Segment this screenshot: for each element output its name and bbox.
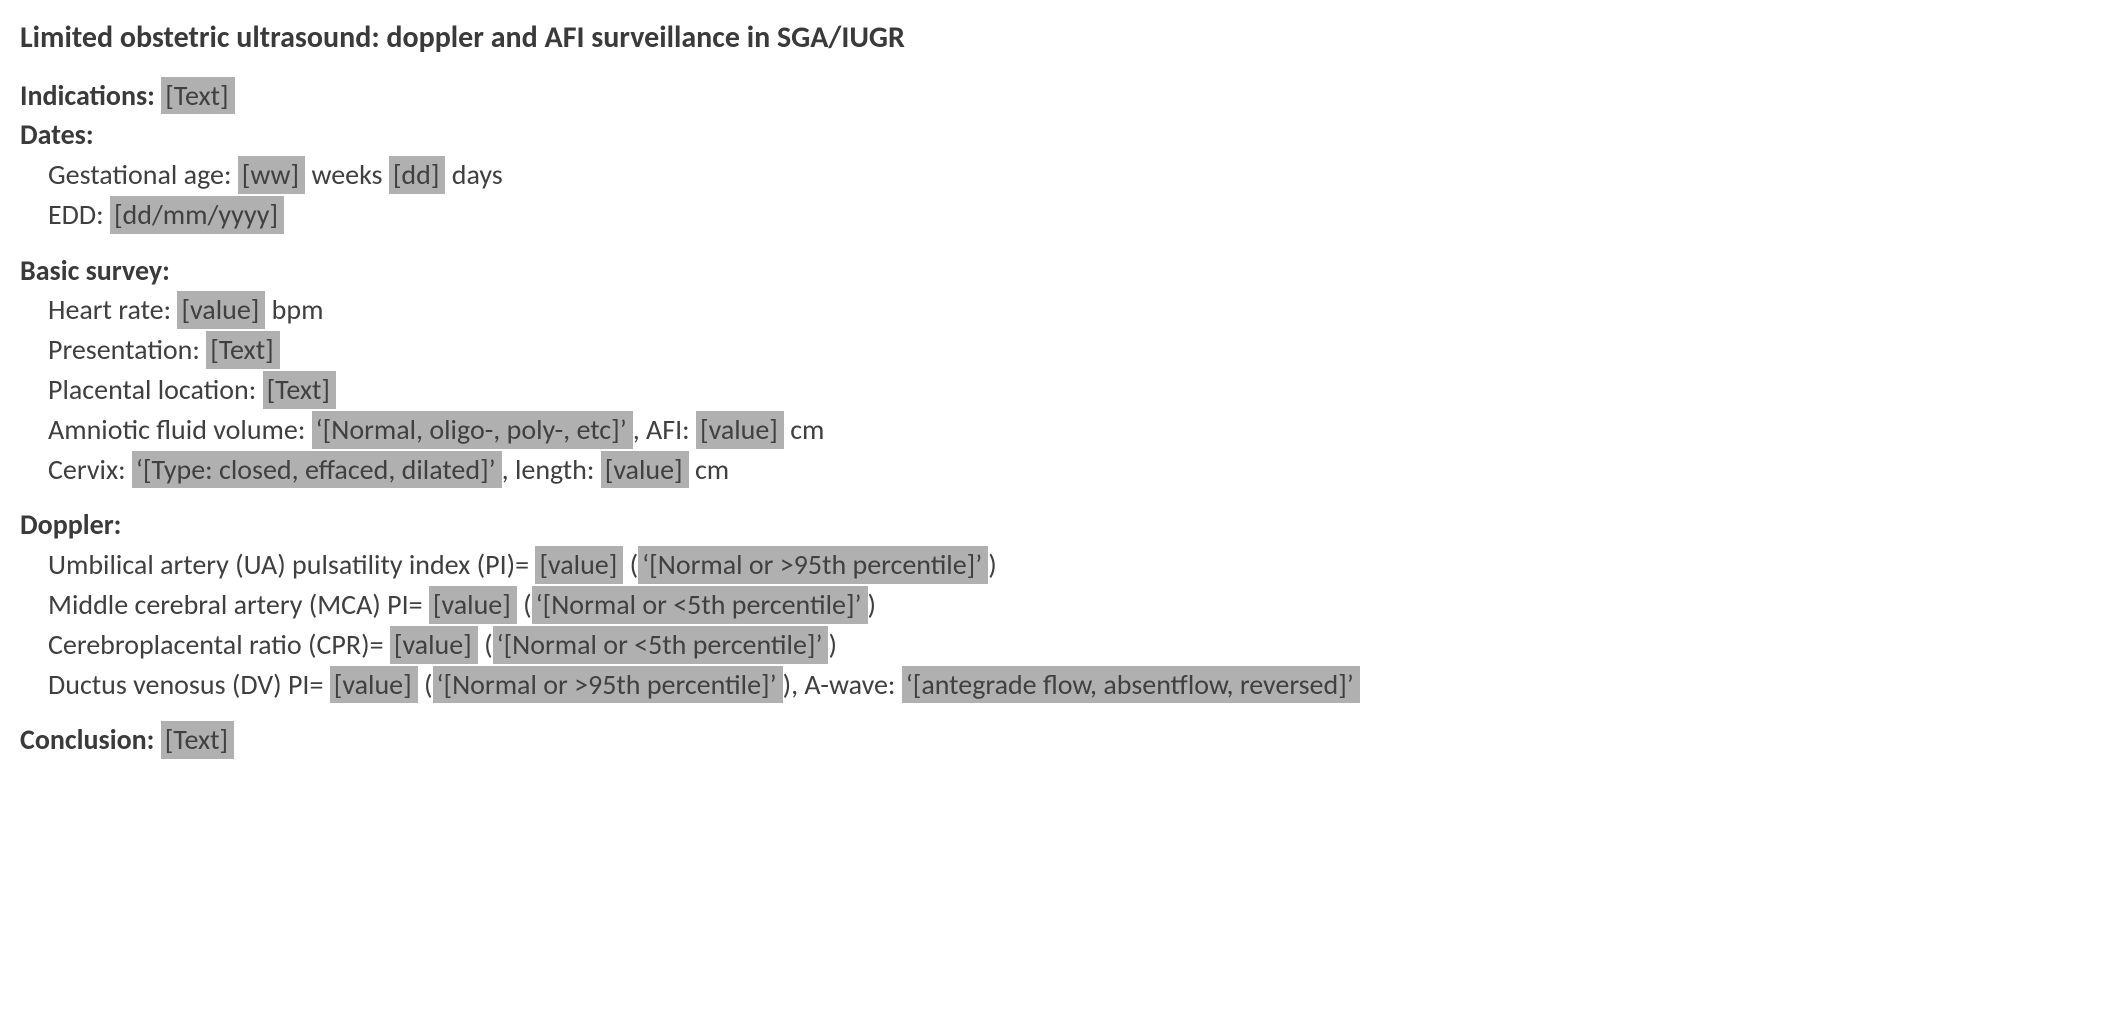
dv-line: Ductus venosus (DV) PI= [value] (‘[Norma…	[48, 666, 2108, 704]
indications-label: Indications:	[20, 78, 155, 113]
cpr-note-field[interactable]: ‘[Normal or <5th percentile]’	[493, 626, 829, 664]
amniotic-fluid-line: Amniotic fluid volume: ‘[Normal, oligo-,…	[48, 411, 2108, 449]
mca-note-field[interactable]: ‘[Normal or <5th percentile]’	[532, 586, 868, 624]
cervix-label: Cervix:	[48, 452, 126, 487]
indications-line: Indications: [Text]	[20, 77, 2108, 115]
cervix-length-label: , length:	[502, 452, 595, 487]
placental-location-line: Placental location: [Text]	[48, 371, 2108, 409]
cervix-length-field[interactable]: [value]	[601, 451, 689, 489]
indications-field[interactable]: [Text]	[161, 77, 234, 115]
hr-unit: bpm	[265, 292, 323, 327]
ua-label: Umbilical artery (UA) pulsatility index …	[48, 547, 529, 582]
presentation-field[interactable]: [Text]	[206, 331, 279, 369]
awave-label: ), A-wave:	[783, 667, 896, 702]
hr-label: Heart rate:	[48, 292, 171, 327]
document-title: Limited obstetric ultrasound: doppler an…	[20, 18, 2108, 59]
placenta-field[interactable]: [Text]	[263, 371, 336, 409]
conclusion-label: Conclusion:	[20, 722, 154, 757]
hr-field[interactable]: [value]	[177, 291, 265, 329]
cpr-value-field[interactable]: [value]	[390, 626, 478, 664]
heart-rate-line: Heart rate: [value] bpm	[48, 291, 2108, 329]
mca-value-field[interactable]: [value]	[429, 586, 517, 624]
placenta-label: Placental location:	[48, 372, 256, 407]
dv-note-field[interactable]: ‘[Normal or >95th percentile]’	[433, 666, 783, 704]
afv-label: Amniotic fluid volume:	[48, 412, 305, 447]
cpr-label: Cerebroplacental ratio (CPR)=	[48, 627, 384, 662]
cervix-length-unit: cm	[689, 452, 730, 487]
cervix-line: Cervix: ‘[Type: closed, effaced, dilated…	[48, 451, 2108, 489]
gestational-age-line: Gestational age: [ww] weeks [dd] days	[48, 156, 2108, 194]
presentation-line: Presentation: [Text]	[48, 331, 2108, 369]
doppler-heading: Doppler:	[20, 506, 2108, 544]
cpr-line: Cerebroplacental ratio (CPR)= [value] (‘…	[48, 626, 2108, 664]
cervix-type-field[interactable]: ‘[Type: closed, effaced, dilated]’	[132, 451, 502, 489]
afv-field[interactable]: ‘[Normal, oligo-, poly-, etc]’	[312, 411, 633, 449]
ua-note-field[interactable]: ‘[Normal or >95th percentile]’	[638, 546, 988, 584]
ga-days-field[interactable]: [dd]	[389, 156, 446, 194]
mca-line: Middle cerebral artery (MCA) PI= [value]…	[48, 586, 2108, 624]
mca-label: Middle cerebral artery (MCA) PI=	[48, 587, 423, 622]
edd-field[interactable]: [dd/mm/yyyy]	[110, 196, 284, 234]
conclusion-field[interactable]: [Text]	[161, 721, 234, 759]
presentation-label: Presentation:	[48, 332, 200, 367]
ua-value-field[interactable]: [value]	[535, 546, 623, 584]
edd-label: EDD:	[48, 197, 104, 232]
basic-survey-heading: Basic survey:	[20, 252, 2108, 290]
ga-label: Gestational age:	[48, 157, 231, 192]
afi-unit: cm	[784, 412, 825, 447]
awave-field[interactable]: ‘[antegrade flow, absentflow, reversed]’	[902, 666, 1360, 704]
dates-heading: Dates:	[20, 116, 2108, 154]
ua-line: Umbilical artery (UA) pulsatility index …	[48, 546, 2108, 584]
edd-line: EDD: [dd/mm/yyyy]	[48, 196, 2108, 234]
dv-value-field[interactable]: [value]	[330, 666, 418, 704]
conclusion-line: Conclusion: [Text]	[20, 721, 2108, 759]
ga-weeks-field[interactable]: [ww]	[238, 156, 305, 194]
days-word: days	[445, 157, 502, 192]
afi-field[interactable]: [value]	[696, 411, 784, 449]
weeks-word: weeks	[305, 157, 382, 192]
afi-label: , AFI:	[633, 412, 690, 447]
dv-label: Ductus venosus (DV) PI=	[48, 667, 323, 702]
